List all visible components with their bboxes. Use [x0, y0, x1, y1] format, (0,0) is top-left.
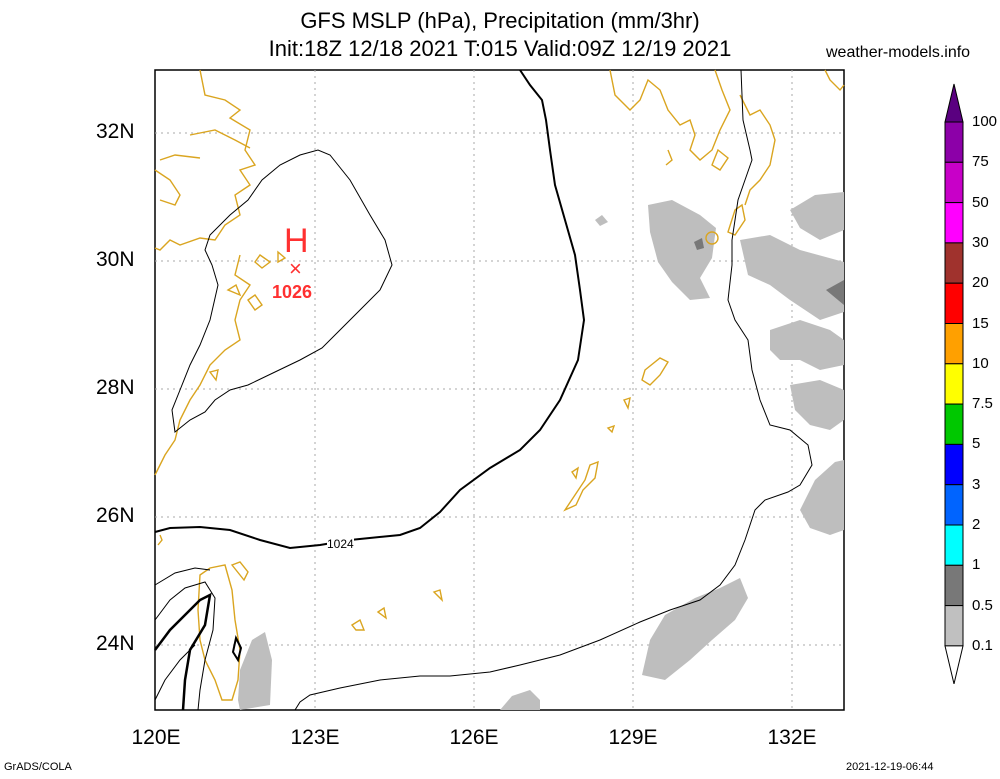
- legend-colorbar: [944, 83, 964, 685]
- isobar-label: 1024: [327, 537, 354, 551]
- legend-swatch: [944, 605, 964, 647]
- legend-level-label: 50: [972, 193, 989, 211]
- map-title: GFS MSLP (hPa), Precipitation (mm/3hr): [300, 8, 700, 33]
- lon-label-123e: 123E: [290, 726, 340, 749]
- map-subtitle: Init:18Z 12/18 2021 T:015 Valid:09Z 12/1…: [268, 36, 732, 61]
- legend-level-label: 3: [972, 475, 981, 493]
- lat-label-32n: 32N: [96, 120, 135, 143]
- legend-swatch: [944, 403, 964, 445]
- legend-level-label: 20: [972, 274, 989, 292]
- lat-label-26n: 26N: [96, 504, 135, 527]
- lon-label-126e: 126E: [449, 726, 499, 749]
- legend-level-label: 0.1: [972, 636, 993, 654]
- legend-level-label: 2: [972, 516, 981, 533]
- high-pressure-value: 1026: [272, 282, 313, 302]
- legend-level-label: 7.5: [972, 395, 993, 413]
- high-symbol: H: [284, 222, 309, 260]
- legend-level-label: 75: [972, 153, 989, 171]
- legend-bottom-arrow: [944, 645, 964, 685]
- lon-label-120e: 120E: [131, 726, 181, 749]
- legend-swatch: [944, 363, 964, 405]
- legend-swatch: [944, 564, 964, 607]
- lat-label-30n: 30N: [96, 248, 135, 271]
- footer-left: GrADS/COLA: [4, 761, 72, 773]
- legend-top-arrow: [944, 83, 964, 123]
- legend-swatch: [944, 443, 964, 486]
- legend-swatch: [944, 524, 964, 566]
- precipitation-heavy: [694, 238, 844, 305]
- legend-swatch: [944, 121, 964, 163]
- lat-label-24n: 24N: [96, 632, 135, 655]
- high-center-mark: ×: [289, 256, 302, 281]
- legend-swatch: [944, 323, 964, 365]
- legend-level-label: 30: [972, 233, 989, 251]
- legend-level-label: 5: [972, 435, 981, 453]
- footer-timestamp: 2021-12-19-06:44: [846, 761, 934, 773]
- legend-swatch: [944, 282, 964, 325]
- lon-label-132e: 132E: [767, 726, 817, 749]
- legend-level-label: 1: [972, 556, 981, 574]
- site-label: weather-models.info: [826, 44, 971, 61]
- legend-level-label: 15: [972, 314, 989, 332]
- lon-label-129e: 129E: [608, 726, 658, 749]
- precipitation-areas: [238, 192, 844, 710]
- legend-swatch: [944, 161, 964, 204]
- lat-label-28n: 28N: [96, 376, 135, 399]
- legend-swatch: [944, 202, 964, 244]
- legend-swatch: [944, 242, 964, 284]
- coastline: [154, 69, 845, 701]
- legend-level-label: 10: [972, 354, 989, 372]
- legend-level-label: 0.5: [972, 596, 993, 614]
- legend-swatch: [944, 484, 964, 526]
- isobars: [154, 69, 813, 711]
- legend-level-label: 100: [972, 113, 998, 130]
